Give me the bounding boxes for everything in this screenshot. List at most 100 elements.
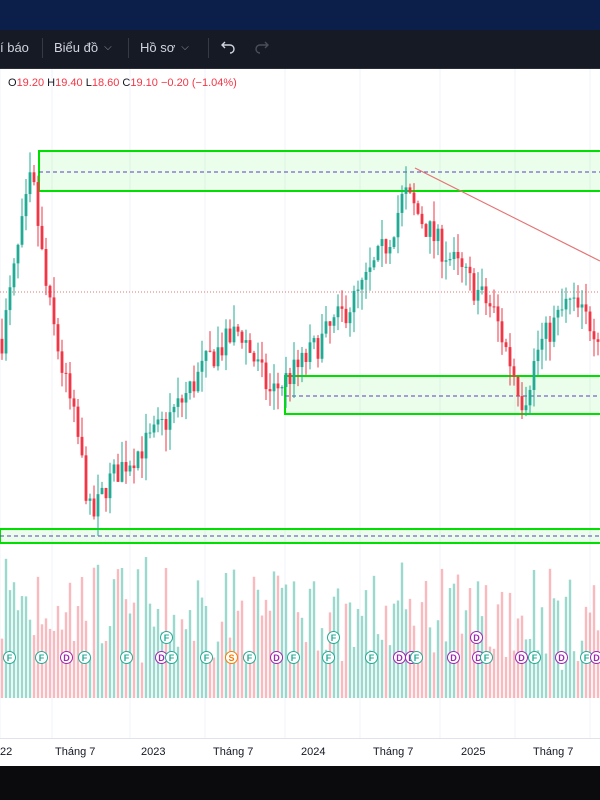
volume-bar	[60, 629, 64, 698]
browser-top-strip	[0, 0, 600, 30]
price-chart-pane[interactable]: O19.20 H19.40 L18.60 C19.10 −0.20 (−1.04…	[0, 69, 600, 738]
candle-body	[320, 333, 324, 359]
redo-button[interactable]	[254, 38, 270, 54]
volume-bar	[488, 646, 492, 698]
support-zone-mid[interactable]	[284, 375, 600, 415]
event-marker[interactable]: F	[480, 651, 493, 664]
event-marker[interactable]: D	[515, 651, 528, 664]
event-marker[interactable]: F	[120, 651, 133, 664]
candle-body	[416, 203, 420, 214]
event-marker[interactable]: D	[590, 651, 600, 664]
candle-body	[244, 340, 248, 343]
time-axis-label: 2024	[301, 746, 326, 758]
volume-bar	[448, 588, 452, 698]
volume-bar	[312, 581, 316, 698]
event-marker[interactable]: F	[528, 651, 541, 664]
close-label: C	[122, 77, 131, 89]
volume-bar	[356, 609, 360, 698]
candle-body	[364, 271, 368, 280]
volume-bar	[168, 636, 172, 698]
candle-body	[476, 289, 480, 301]
volume-bar	[528, 638, 532, 698]
event-marker[interactable]: F	[78, 651, 91, 664]
undo-button[interactable]	[220, 38, 236, 54]
event-marker[interactable]: F	[35, 651, 48, 664]
volume-bar	[392, 603, 396, 698]
candle-body	[216, 347, 220, 367]
support-zone-bottom[interactable]	[0, 528, 600, 544]
volume-bar	[496, 604, 500, 698]
volume-bar	[96, 564, 100, 698]
volume-bar	[192, 640, 196, 698]
candle-body	[480, 286, 484, 290]
volume-bar	[180, 619, 184, 698]
volume-bar	[244, 663, 248, 698]
descending-trendline[interactable]	[414, 167, 600, 262]
event-marker[interactable]: D	[60, 651, 73, 664]
alerts-menu-button[interactable]: í báo	[0, 40, 29, 55]
event-marker[interactable]: F	[3, 651, 16, 664]
volume-bar	[456, 574, 460, 698]
candle-body	[356, 289, 360, 291]
event-marker[interactable]: F	[287, 651, 300, 664]
volume-bar	[248, 659, 252, 698]
volume-bar	[220, 621, 224, 698]
candle-body	[24, 194, 28, 217]
candle-body	[508, 347, 512, 367]
candle-body	[488, 303, 492, 307]
volume-bar	[368, 650, 372, 698]
candle-body	[140, 451, 144, 459]
candle-body	[596, 339, 600, 342]
volume-bar	[300, 617, 304, 698]
chart-menu-button[interactable]: Biểu đồ ⌵	[54, 40, 112, 55]
volume-bar	[288, 652, 292, 698]
volume-bar	[140, 662, 144, 698]
event-marker[interactable]: F	[200, 651, 213, 664]
event-marker[interactable]: F	[160, 631, 173, 644]
candle-body	[264, 362, 268, 390]
candle-body	[564, 298, 568, 310]
resistance-zone-top[interactable]	[38, 150, 600, 192]
event-marker[interactable]: F	[243, 651, 256, 664]
volume-bar	[460, 633, 464, 698]
candle-body	[200, 360, 204, 372]
event-marker[interactable]: F	[327, 631, 340, 644]
candle-body	[188, 381, 192, 394]
candle-body	[152, 424, 156, 433]
event-marker[interactable]: F	[410, 651, 423, 664]
volume-bar	[16, 610, 20, 698]
event-marker[interactable]: F	[322, 651, 335, 664]
volume-bar	[236, 610, 240, 698]
chart-canvas[interactable]	[0, 69, 600, 738]
candle-body	[392, 237, 396, 248]
candle-body	[252, 352, 256, 362]
candle-body	[368, 267, 372, 272]
candle-body	[404, 187, 408, 194]
profile-menu-button[interactable]: Hồ sơ ⌵	[140, 40, 189, 55]
candle-body	[400, 193, 404, 213]
event-marker[interactable]: D	[470, 631, 483, 644]
volume-bar	[268, 610, 272, 698]
volume-bar	[304, 642, 308, 698]
time-axis[interactable]: 22 Tháng 7 2023 Tháng 7 2024 Tháng 7 202…	[0, 738, 600, 767]
volume-bar	[224, 573, 228, 698]
candle-body	[524, 405, 528, 411]
event-marker[interactable]: F	[365, 651, 378, 664]
volume-bar	[212, 657, 216, 698]
event-marker[interactable]: D	[447, 651, 460, 664]
candle-body	[124, 462, 128, 472]
volume-bar	[56, 605, 60, 698]
volume-bar	[452, 583, 456, 698]
candle-body	[208, 350, 212, 352]
candle-body	[308, 342, 312, 362]
candle-body	[296, 359, 300, 368]
event-marker[interactable]: F	[165, 651, 178, 664]
event-marker[interactable]: D	[555, 651, 568, 664]
candle-body	[160, 419, 164, 421]
volume-bar	[508, 592, 512, 698]
event-marker[interactable]: D	[270, 651, 283, 664]
volume-bar	[200, 597, 204, 698]
volume-bar	[440, 568, 444, 698]
candle-body	[528, 389, 532, 406]
event-marker[interactable]: S	[225, 651, 238, 664]
